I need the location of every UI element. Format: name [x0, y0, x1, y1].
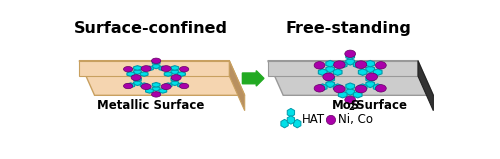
- Polygon shape: [334, 84, 342, 90]
- Polygon shape: [338, 61, 347, 68]
- Polygon shape: [374, 84, 382, 90]
- Polygon shape: [346, 83, 354, 90]
- Polygon shape: [140, 72, 148, 76]
- Ellipse shape: [180, 83, 189, 89]
- Text: HAT: HAT: [302, 114, 325, 126]
- Polygon shape: [366, 60, 374, 67]
- Polygon shape: [281, 119, 288, 128]
- Polygon shape: [366, 81, 374, 88]
- Polygon shape: [178, 83, 186, 88]
- Polygon shape: [152, 83, 160, 87]
- Ellipse shape: [124, 83, 133, 89]
- Polygon shape: [268, 61, 418, 76]
- Ellipse shape: [376, 62, 386, 69]
- Polygon shape: [171, 66, 178, 70]
- Ellipse shape: [171, 75, 181, 80]
- Ellipse shape: [334, 85, 345, 93]
- Polygon shape: [159, 89, 166, 93]
- Polygon shape: [127, 83, 134, 88]
- Ellipse shape: [152, 58, 161, 63]
- Polygon shape: [346, 89, 354, 95]
- Polygon shape: [374, 69, 382, 75]
- Polygon shape: [287, 108, 294, 117]
- Polygon shape: [326, 66, 334, 73]
- Polygon shape: [164, 83, 172, 88]
- Ellipse shape: [161, 84, 171, 90]
- Ellipse shape: [376, 85, 386, 92]
- Polygon shape: [171, 70, 178, 74]
- Polygon shape: [358, 84, 367, 90]
- Polygon shape: [140, 83, 148, 88]
- Polygon shape: [134, 77, 141, 82]
- Text: MoS: MoS: [332, 99, 360, 112]
- Polygon shape: [354, 61, 362, 68]
- Ellipse shape: [355, 85, 366, 93]
- Text: Surface: Surface: [352, 99, 406, 112]
- Polygon shape: [79, 61, 230, 76]
- Polygon shape: [354, 91, 362, 98]
- Polygon shape: [318, 84, 327, 90]
- Polygon shape: [418, 61, 434, 111]
- Ellipse shape: [314, 85, 325, 92]
- Polygon shape: [346, 53, 354, 59]
- Polygon shape: [127, 72, 134, 76]
- Ellipse shape: [180, 66, 189, 72]
- Polygon shape: [346, 59, 354, 65]
- Polygon shape: [79, 61, 244, 95]
- Polygon shape: [171, 81, 178, 86]
- Polygon shape: [134, 66, 141, 70]
- Ellipse shape: [314, 62, 325, 69]
- Ellipse shape: [355, 61, 366, 69]
- Polygon shape: [366, 76, 374, 82]
- Polygon shape: [178, 72, 186, 76]
- Polygon shape: [294, 119, 301, 128]
- Polygon shape: [366, 66, 374, 73]
- FancyArrow shape: [242, 71, 264, 86]
- Ellipse shape: [345, 50, 356, 58]
- Polygon shape: [318, 69, 327, 75]
- Polygon shape: [164, 72, 172, 76]
- Ellipse shape: [161, 66, 171, 72]
- Polygon shape: [338, 91, 347, 98]
- Text: Free-standing: Free-standing: [286, 21, 412, 36]
- Ellipse shape: [334, 61, 345, 69]
- Polygon shape: [152, 60, 160, 65]
- Text: Metallic Surface: Metallic Surface: [97, 99, 204, 112]
- Polygon shape: [152, 86, 160, 91]
- Polygon shape: [268, 61, 434, 95]
- Polygon shape: [230, 61, 244, 111]
- Ellipse shape: [152, 92, 161, 97]
- Polygon shape: [326, 76, 334, 82]
- Text: Ni, Co: Ni, Co: [338, 114, 373, 126]
- Ellipse shape: [366, 73, 378, 81]
- Polygon shape: [134, 70, 141, 74]
- Text: Surface-confined: Surface-confined: [74, 21, 228, 36]
- Ellipse shape: [124, 66, 133, 72]
- Polygon shape: [146, 89, 154, 93]
- Ellipse shape: [141, 84, 151, 90]
- Polygon shape: [287, 116, 294, 124]
- Ellipse shape: [326, 115, 336, 124]
- Polygon shape: [326, 81, 334, 88]
- Polygon shape: [134, 81, 141, 86]
- Ellipse shape: [131, 75, 141, 80]
- Polygon shape: [152, 64, 160, 69]
- Polygon shape: [358, 69, 367, 75]
- Polygon shape: [334, 69, 342, 75]
- Polygon shape: [159, 66, 166, 71]
- Ellipse shape: [323, 73, 334, 81]
- Polygon shape: [326, 60, 334, 67]
- Ellipse shape: [141, 66, 151, 72]
- Polygon shape: [146, 66, 154, 71]
- Polygon shape: [171, 77, 178, 82]
- Ellipse shape: [345, 96, 356, 104]
- Text: 2: 2: [348, 103, 354, 112]
